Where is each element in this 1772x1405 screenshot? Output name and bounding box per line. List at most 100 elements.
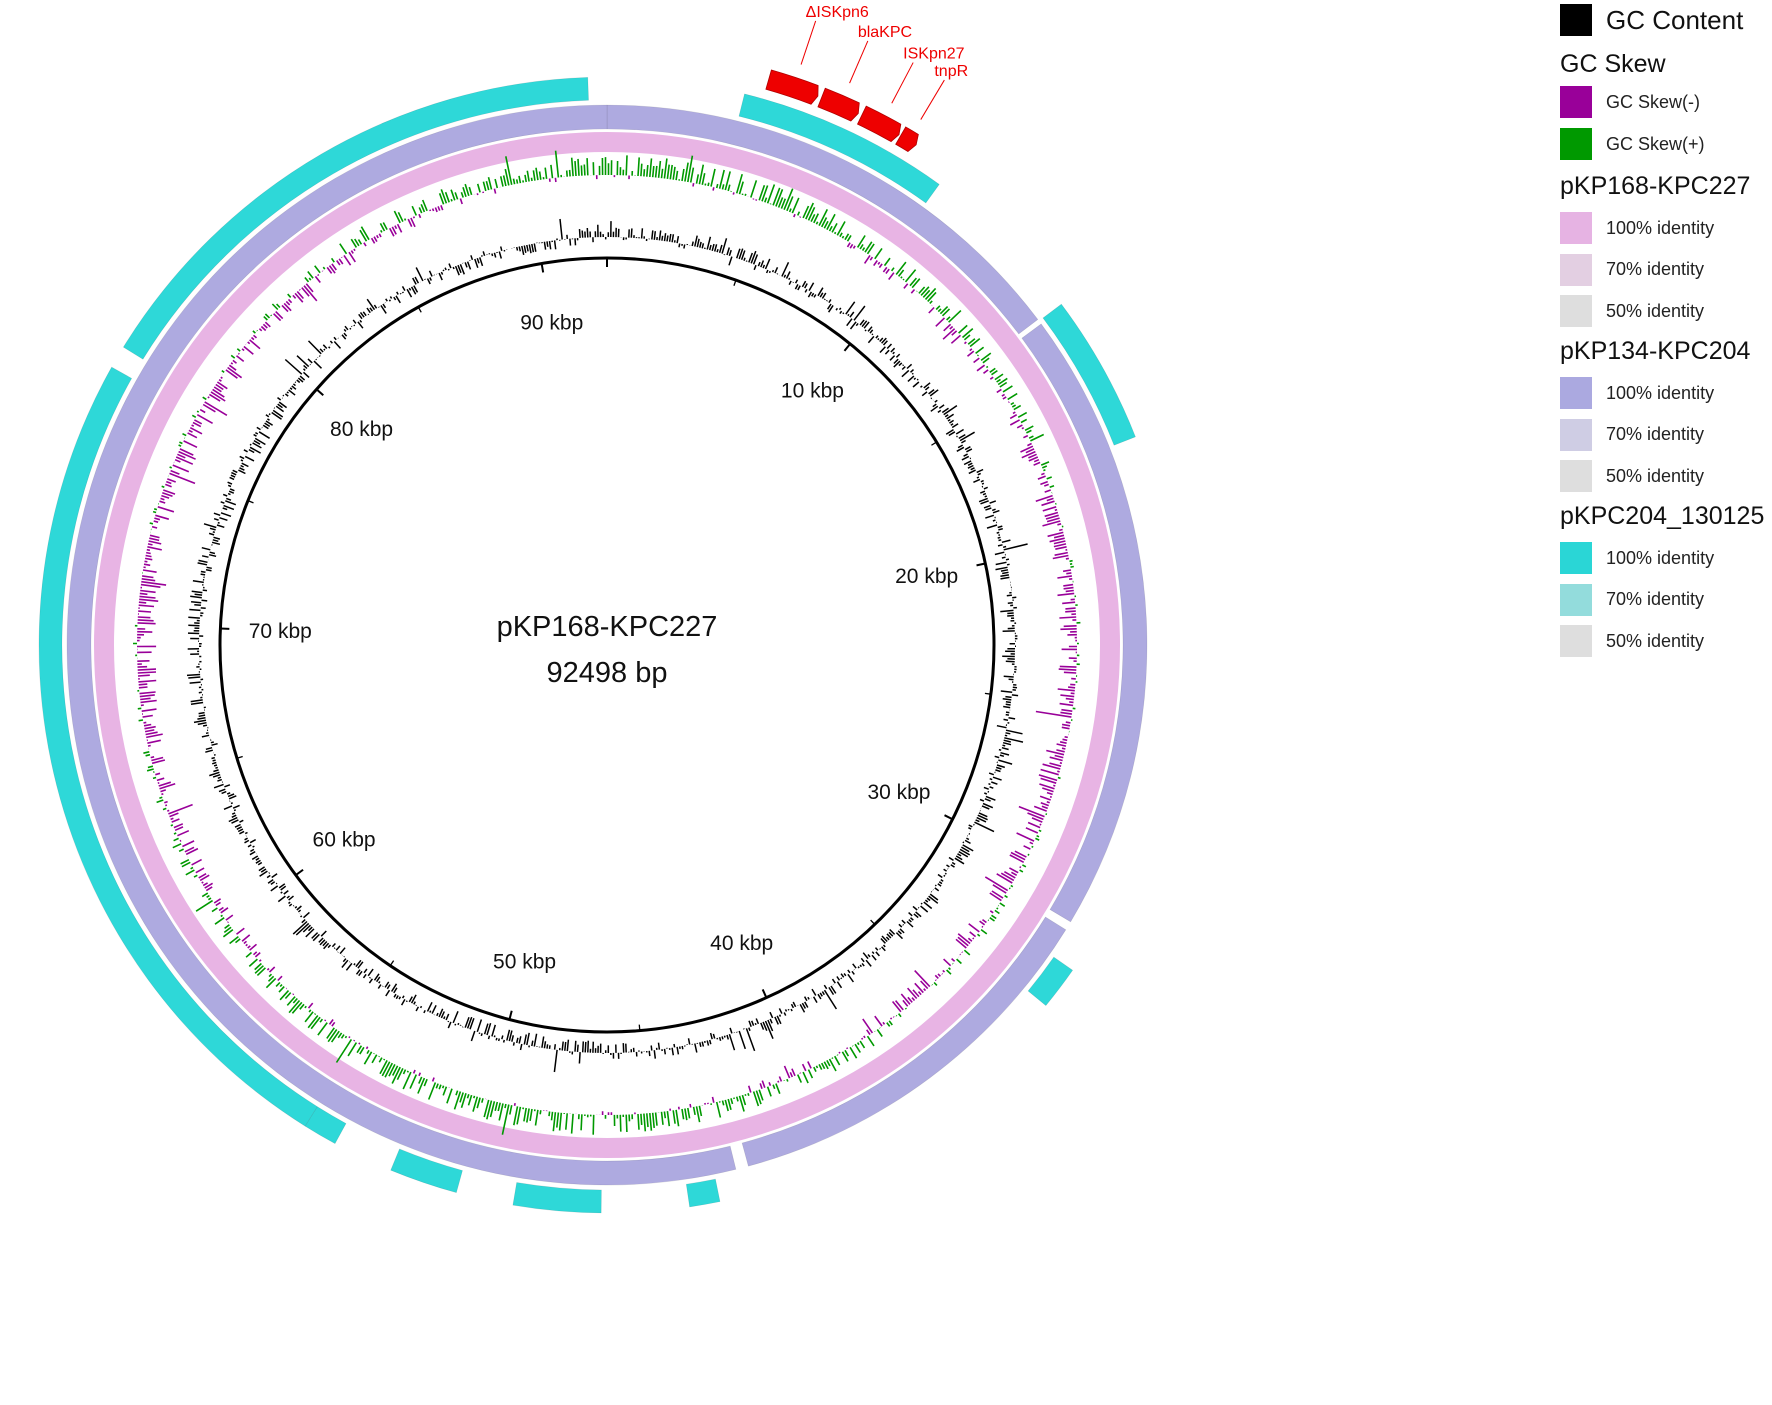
scale-tick (315, 388, 324, 396)
legend-group-title: pKPC204_130125 (1560, 502, 1765, 530)
legend-swatch (1560, 583, 1592, 616)
legend-label: GC Content (1606, 4, 1744, 35)
legend-label: 50% identity (1606, 300, 1705, 321)
gene-arrow (857, 105, 902, 143)
circular-plasmid-map: 10 kbp 20 kbp 30 kbp 40 kbp 50 kbp 60 kbp 70 k… (38, 4, 1148, 1214)
legend-label: 50% identity (1606, 630, 1705, 651)
legend-group-title: pKP134-KPC204 (1560, 337, 1751, 365)
legend-swatch (1560, 418, 1592, 451)
legend-label: GC Skew(-) (1606, 91, 1700, 112)
legend-label: 50% identity (1606, 465, 1705, 486)
scale-tick (733, 279, 737, 286)
scale-label: 70 kbp (249, 620, 312, 643)
legend-label: GC Skew(+) (1606, 133, 1705, 154)
scale-labels: 10 kbp 20 kbp 30 kbp 40 kbp 50 kbp 60 kbp 70 k… (249, 312, 958, 974)
identity-segment-pKP134-KPC204 (741, 916, 1067, 1167)
scale-label: 10 kbp (781, 380, 844, 403)
annotation-label: blaKPC (858, 24, 912, 41)
scale-tick (236, 755, 243, 759)
scale-tick (417, 306, 422, 313)
legend-item: 50% identity (1560, 625, 1704, 657)
scale-tick (295, 868, 304, 876)
scale-tick (761, 989, 768, 999)
legend-swatch (1560, 460, 1592, 492)
scale-tick (638, 1024, 641, 1031)
scale-tick (843, 343, 851, 352)
legend-item: GC Skew(-) (1560, 86, 1700, 118)
legend-label: 100% identity (1606, 382, 1715, 403)
legend-swatch (1560, 625, 1592, 657)
legend-swatch (1560, 377, 1592, 409)
scale-label: 80 kbp (330, 418, 393, 441)
legend-group-title: pKP168-KPC227 (1560, 172, 1751, 200)
identity-segment-pKPC204_130125 (1027, 956, 1074, 1007)
legend-item: 50% identity (1560, 295, 1704, 327)
legend-label: 100% identity (1606, 547, 1715, 568)
identity-segment-pKPC204_130125 (512, 1182, 602, 1214)
gene-arrow (765, 69, 819, 105)
gene-arrow (817, 87, 860, 122)
scale-ticks (220, 258, 991, 1031)
legend-swatch (1560, 4, 1592, 36)
identity-segment-pKP134-KPC204 (66, 104, 737, 1186)
identity-segment-pKPC204_130125 (685, 1178, 721, 1208)
legend-item: 100% identity (1560, 377, 1714, 409)
legend-item: 100% identity (1560, 542, 1714, 574)
identity-ring-pKP168-KPC227 (94, 132, 1120, 1158)
legend: GC Content GC Skew GC Skew(-) GC Skew(+) p… (1560, 0, 1772, 800)
annotation-leader (800, 20, 817, 65)
legend-swatch (1560, 253, 1592, 286)
legend-swatch (1560, 542, 1592, 574)
annotation-label: ISKpn27 (903, 46, 964, 63)
scale-label: 60 kbp (313, 828, 376, 851)
legend-label: 100% identity (1606, 217, 1715, 238)
legend-swatch (1560, 295, 1592, 327)
scale-tick (389, 960, 395, 966)
annotation-leader (849, 40, 869, 84)
backbone-circle (218, 256, 996, 1034)
gc-content-track (186, 218, 1028, 1073)
scale-label: 20 kbp (895, 565, 958, 588)
annotation-label: ΔISKpn6 (806, 4, 869, 21)
gc-content-bars (186, 218, 1028, 1073)
identity-segment-pKPC204_130125 (390, 1148, 463, 1194)
scale-label: 50 kbp (493, 950, 556, 973)
blast-rings (38, 77, 1148, 1214)
scale-tick (976, 562, 986, 567)
scale-tick (931, 441, 937, 446)
legend-swatch (1560, 86, 1592, 118)
legend-item: 70% identity (1560, 253, 1705, 286)
identity-segment-pKP134-KPC204 (606, 104, 1039, 335)
scale-tick (247, 500, 254, 504)
scale-tick (944, 814, 954, 821)
identity-segment-pKPC204_130125 (738, 93, 940, 204)
legend-swatch (1560, 212, 1592, 244)
identity-segment-pKP134-KPC204 (1021, 323, 1148, 923)
identity-segment-pKPC204_130125 (304, 1106, 347, 1145)
legend-item: GC Skew(+) (1560, 128, 1705, 160)
identity-segment-pKPC204_130125 (38, 366, 318, 1127)
scale-label: 90 kbp (520, 312, 583, 335)
scale-tick (870, 919, 876, 925)
gc-skew-positive-bars (133, 150, 1081, 1135)
legend-swatch (1560, 128, 1592, 160)
annotation-leader (920, 79, 945, 120)
legend-item: 70% identity (1560, 418, 1705, 451)
annotation-label: tnpR (934, 63, 968, 80)
legend-label: 70% identity (1606, 424, 1705, 444)
annotation-leader (891, 62, 914, 104)
legend-label: 70% identity (1606, 259, 1705, 279)
plasmid-length: 92498 bp (547, 657, 668, 689)
legend-gc-skew-title: GC Skew (1560, 50, 1666, 78)
gene-arrow (895, 126, 919, 153)
scale-label: 40 kbp (710, 932, 773, 955)
scale-tick (984, 692, 991, 695)
scale-tick (540, 263, 545, 273)
identity-segment-pKPC204_130125 (122, 77, 589, 360)
legend-label: 70% identity (1606, 589, 1705, 609)
legend-item: 50% identity (1560, 460, 1704, 492)
gc-skew-track (133, 150, 1081, 1135)
scale-label: 30 kbp (867, 781, 930, 804)
legend-item: 70% identity (1560, 583, 1705, 616)
